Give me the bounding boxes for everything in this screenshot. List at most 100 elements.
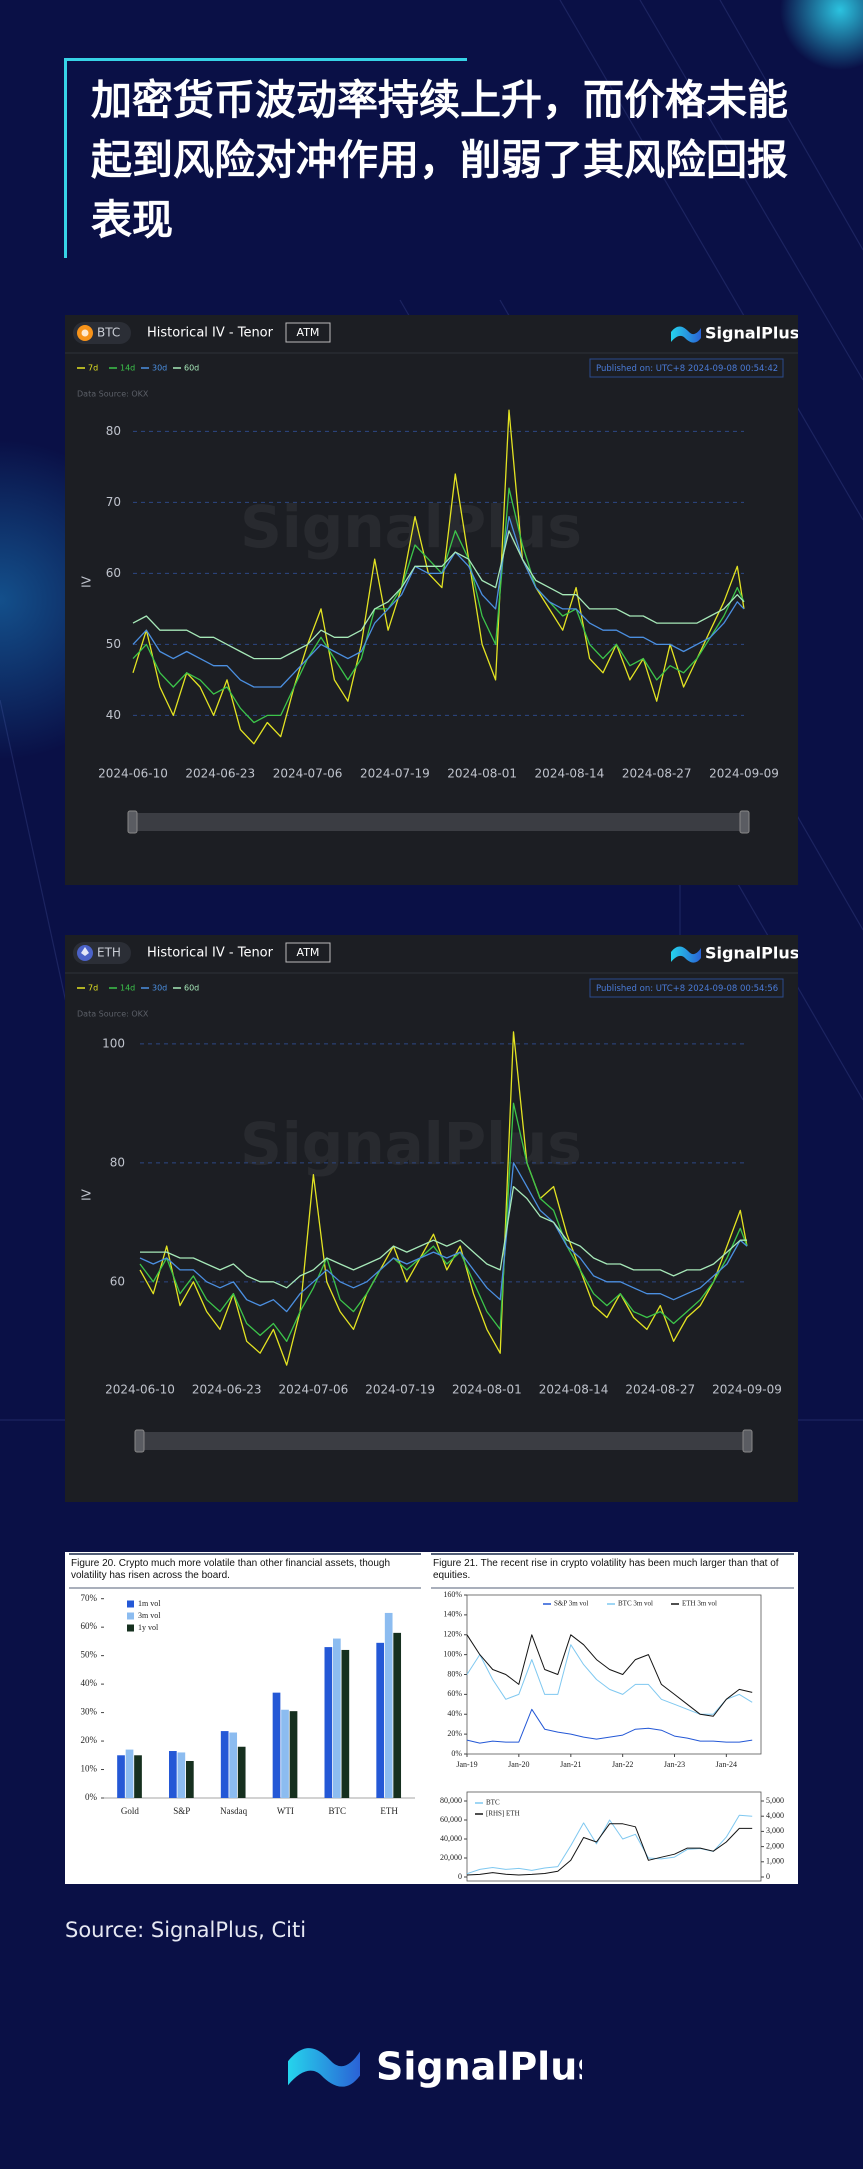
series-line <box>466 1823 753 1876</box>
series-line <box>466 1644 753 1715</box>
citi-panel: 0% 10% 20% 30% 40% 50% 60% 70% Gold S&P Nasdaq WTI B… <box>65 1552 798 1884</box>
bar <box>134 1755 142 1798</box>
y-axis-label: IV <box>80 1188 94 1201</box>
x-tick-label: 2024-08-27 <box>622 767 692 781</box>
x-tick-label: 2024-09-09 <box>712 1383 782 1397</box>
x-tick-label: 2024-06-10 <box>105 1383 175 1397</box>
x-tick-label: 2024-07-19 <box>365 1383 435 1397</box>
series-line <box>140 1185 747 1289</box>
x-tick-label: 2024-06-23 <box>185 767 255 781</box>
legend-label: BTC <box>486 1799 500 1807</box>
y-tick-label: 0% <box>451 1749 462 1758</box>
brand: SignalPlus <box>705 944 798 963</box>
data-source: Data Source: OKX <box>77 390 149 399</box>
x-tick-label: 2024-07-19 <box>360 767 430 781</box>
bar <box>237 1746 246 1798</box>
y-tick-label: 0% <box>85 1792 98 1802</box>
bar <box>281 1709 289 1798</box>
bar <box>376 1642 385 1798</box>
y-axis-label: IV <box>80 575 94 588</box>
asset-label: BTC <box>97 326 120 340</box>
published-box <box>589 978 784 998</box>
scroll-handle[interactable] <box>739 810 750 834</box>
scroll-handle[interactable] <box>134 1429 145 1453</box>
published: Published on: UTC+8 2024-09-08 00:54:42 <box>596 364 778 374</box>
x-tick-label: Jan-19 <box>456 1760 477 1769</box>
panel-bg <box>65 315 798 885</box>
y-tick-label: 20% <box>81 1735 98 1745</box>
panel-bg <box>65 935 798 1502</box>
x-tick-label: 2024-07-06 <box>279 1383 349 1397</box>
bar <box>169 1751 177 1798</box>
y-tick-label: 4,000 <box>766 1811 784 1820</box>
eth-panel: ETH Historical IV - Tenor ATM SignalPlus… <box>65 935 798 1502</box>
tag: ATM <box>297 326 320 339</box>
bar <box>125 1749 134 1798</box>
legend-label: 60d <box>184 984 199 993</box>
data-source: Data Source: OKX <box>77 1010 149 1019</box>
y-tick-label: 100 <box>102 1036 125 1050</box>
x-tick-label: WTI <box>277 1806 294 1816</box>
legend-label: 1y vol <box>138 1623 159 1632</box>
y-tick-label: 2,000 <box>766 1841 784 1850</box>
plot-frame <box>466 1791 762 1882</box>
y-tick-label: 80 <box>110 1155 125 1169</box>
y-tick-label: 3,000 <box>766 1826 784 1835</box>
legend-label: ETH 3m vol <box>682 1600 717 1608</box>
y-tick-label: 50 <box>106 637 121 651</box>
bar <box>272 1692 281 1798</box>
legend-label: 14d <box>120 984 135 993</box>
footer-logo: SignalPlus <box>288 2045 582 2089</box>
published: Published on: UTC+8 2024-09-08 00:54:56 <box>596 984 778 994</box>
panel-bg <box>65 1552 798 1884</box>
y-tick-label: 70% <box>81 1593 98 1603</box>
x-tick-label: Gold <box>121 1806 139 1816</box>
y-tick-label: 40,000 <box>440 1834 462 1843</box>
y-tick-label: 40% <box>447 1709 462 1718</box>
bar <box>229 1732 238 1798</box>
legend-label: 60d <box>184 364 199 373</box>
bar <box>289 1711 298 1798</box>
tag-box <box>285 942 331 963</box>
y-tick-label: 20,000 <box>440 1853 462 1862</box>
bar <box>341 1649 350 1798</box>
panel-title: Historical IV - Tenor <box>147 946 274 961</box>
x-tick-label: 2024-08-14 <box>535 767 605 781</box>
y-tick-label: 5,000 <box>766 1796 784 1805</box>
y-tick-label: 160% <box>443 1590 462 1599</box>
y-tick-label: 1,000 <box>766 1857 784 1866</box>
source-note: Source: SignalPlus, Citi <box>65 1918 307 1942</box>
scrollbar[interactable] <box>133 813 744 831</box>
y-tick-label: 60,000 <box>440 1815 462 1824</box>
brand-logo <box>671 326 701 343</box>
figure-title: Figure 20. Crypto much more volatile tha… <box>71 1558 391 1581</box>
x-tick-label: ETH <box>380 1806 398 1816</box>
scroll-handle[interactable] <box>742 1429 753 1453</box>
legend-label: 14d <box>120 364 135 373</box>
scroll-handle[interactable] <box>127 810 138 834</box>
y-tick-label: 80% <box>447 1669 462 1678</box>
title-rule <box>64 58 467 61</box>
x-tick-label: Jan-22 <box>612 1760 633 1769</box>
y-tick-label: 40% <box>81 1678 98 1688</box>
series-line <box>466 1708 753 1744</box>
footer-brand: SignalPlus <box>376 2045 582 2089</box>
legend-label: [RHS] ETH <box>486 1810 520 1818</box>
legend-label: S&P 3m vol <box>554 1600 588 1608</box>
x-tick-label: Jan-20 <box>508 1760 529 1769</box>
y-tick-label: 10% <box>81 1764 98 1774</box>
x-tick-label: 2024-08-01 <box>447 767 517 781</box>
x-tick-label: Nasdaq <box>220 1806 247 1816</box>
y-tick-label: 0 <box>766 1872 770 1881</box>
scrollbar[interactable] <box>140 1432 747 1450</box>
bar <box>186 1760 194 1798</box>
brand: SignalPlus <box>705 324 798 343</box>
y-tick-label: 80 <box>106 424 121 438</box>
x-tick-label: Jan-23 <box>664 1760 685 1769</box>
panel-title: Historical IV - Tenor <box>147 326 274 341</box>
series-line <box>139 1162 748 1313</box>
series-line <box>132 409 745 745</box>
series-line <box>132 515 745 688</box>
